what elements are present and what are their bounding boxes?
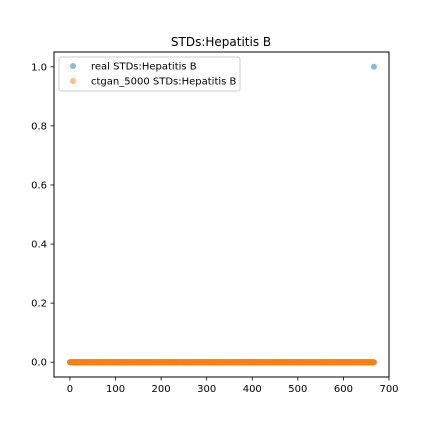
data-point [370, 63, 377, 70]
legend-label: real STDs:Hepatitis B [91, 62, 197, 73]
legend-marker [70, 78, 76, 84]
x-tick-label: 200 [152, 384, 171, 395]
x-tick-label: 0 [67, 384, 73, 395]
data-point [370, 359, 377, 366]
x-axis: 0 100 200 300 400 500 600 700 [67, 377, 399, 395]
y-tick-label: 0.6 [31, 180, 47, 191]
legend-label: ctgan_5000 STDs:Hepatitis B [91, 77, 237, 88]
x-tick-label: 700 [379, 384, 398, 395]
y-axis: 0.0 0.2 0.4 0.6 0.8 1.0 [31, 62, 54, 369]
y-tick-label: 0.4 [31, 240, 47, 251]
x-tick-label: 500 [288, 384, 307, 395]
series-real [66, 63, 377, 366]
x-tick-label: 600 [334, 384, 353, 395]
legend-marker [70, 63, 76, 69]
y-tick-label: 0.8 [31, 121, 47, 132]
y-tick-label: 0.0 [31, 358, 47, 369]
legend: real STDs:Hepatitis B ctgan_5000 STDs:Hep… [58, 56, 241, 92]
x-tick-label: 400 [243, 384, 262, 395]
plot-frame [53, 51, 390, 378]
series-ctgan [66, 359, 377, 366]
x-tick-label: 100 [106, 384, 125, 395]
legend-box [58, 56, 241, 92]
y-tick-label: 1.0 [31, 62, 47, 73]
y-tick-label: 0.2 [31, 299, 47, 310]
data-marks [66, 63, 377, 366]
chart-title: STDs:Hepatitis B [171, 35, 271, 49]
x-tick-label: 300 [197, 384, 216, 395]
